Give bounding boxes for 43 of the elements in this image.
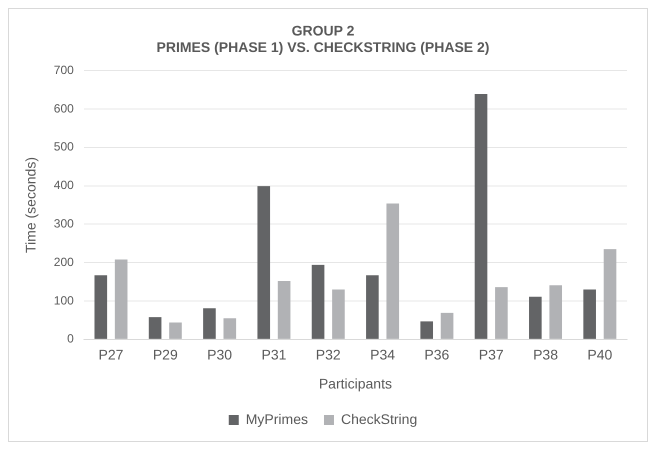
bar: [169, 322, 182, 339]
x-tick-label: P30: [207, 346, 232, 363]
bar: [474, 94, 488, 339]
bar: [332, 289, 345, 339]
bar: [114, 260, 128, 339]
y-axis-title: Time (seconds): [22, 157, 38, 253]
bar: [529, 296, 542, 339]
bar: [495, 287, 508, 339]
x-tick-label: P38: [533, 346, 558, 363]
bar: [420, 321, 434, 339]
bar: [604, 249, 616, 339]
bar: [278, 281, 290, 339]
bar: [257, 186, 270, 339]
x-tick-label: P29: [152, 346, 178, 363]
x-tick-label: P37: [478, 346, 504, 363]
bar: [148, 317, 162, 339]
x-tick-label: P40: [587, 346, 613, 363]
y-tick-label: 0: [67, 332, 74, 346]
bar: [583, 289, 596, 339]
bar: [223, 318, 236, 339]
x-tick-label: P27: [98, 346, 124, 363]
x-axis-title: Participants: [318, 375, 392, 392]
y-tick-label: 700: [54, 62, 74, 77]
bar: [549, 285, 562, 339]
y-tick-label: 400: [54, 178, 74, 192]
chart-title: GROUP 2 PRIMES (PHASE 1) VS. CHECKSTRING (PHASE 2): [156, 22, 490, 56]
x-tick-label: P31: [261, 346, 287, 363]
bar: [312, 264, 324, 339]
bar: [366, 275, 379, 339]
bar: [440, 312, 454, 339]
legend-label: CheckString: [340, 410, 418, 427]
y-tick-label: 600: [54, 101, 74, 116]
x-tick-label: P34: [370, 346, 396, 363]
bar: [94, 275, 108, 339]
y-tick-label: 500: [54, 140, 74, 154]
x-tick-label: P36: [424, 346, 450, 363]
y-tick-label: 200: [54, 254, 74, 269]
x-tick-label: P32: [316, 346, 341, 363]
bar: [386, 203, 400, 339]
bar: [203, 308, 216, 339]
legend-label: MyPrimes: [246, 410, 308, 427]
y-tick-label: 300: [54, 216, 74, 231]
y-tick-label: 100: [54, 293, 74, 308]
